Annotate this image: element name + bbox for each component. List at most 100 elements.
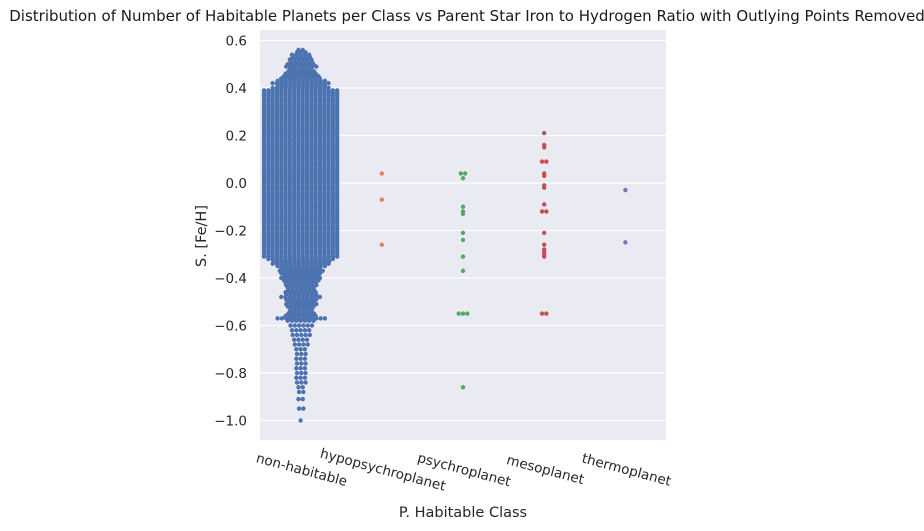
data-point bbox=[460, 254, 466, 259]
data-point bbox=[460, 230, 466, 236]
data-point bbox=[289, 328, 295, 333]
data-point bbox=[296, 342, 302, 347]
data-point bbox=[298, 356, 303, 361]
y-axis-label: S. [Fe/H] bbox=[194, 205, 210, 267]
data-point bbox=[261, 254, 267, 259]
data-point bbox=[294, 375, 299, 380]
data-point bbox=[298, 347, 303, 352]
data-point bbox=[465, 311, 470, 316]
data-point bbox=[294, 347, 299, 352]
data-point bbox=[285, 318, 290, 323]
data-point bbox=[460, 385, 466, 390]
data-point bbox=[314, 64, 319, 69]
data-point bbox=[301, 342, 306, 347]
data-point bbox=[284, 64, 289, 69]
data-point bbox=[294, 356, 299, 361]
data-point bbox=[299, 370, 304, 376]
data-point bbox=[307, 332, 313, 338]
data-point bbox=[288, 323, 293, 328]
data-point bbox=[334, 254, 340, 259]
y-tick-label: 0.4 bbox=[226, 81, 247, 97]
data-point bbox=[270, 81, 275, 86]
data-point bbox=[302, 318, 308, 323]
data-point bbox=[542, 130, 547, 136]
data-point bbox=[318, 316, 323, 321]
data-point bbox=[279, 316, 285, 321]
data-point bbox=[539, 311, 545, 316]
data-point bbox=[298, 318, 303, 323]
x-axis-label: P. Habitable Class bbox=[399, 505, 527, 521]
data-point bbox=[296, 385, 301, 390]
data-point bbox=[623, 240, 628, 245]
data-point bbox=[462, 171, 468, 176]
data-point bbox=[296, 406, 302, 411]
data-point bbox=[294, 361, 300, 366]
data-point bbox=[299, 332, 304, 338]
data-point bbox=[270, 261, 275, 266]
data-point bbox=[301, 323, 306, 328]
data-point bbox=[294, 351, 300, 357]
data-point bbox=[294, 366, 299, 371]
data-point bbox=[542, 185, 547, 190]
data-point bbox=[623, 187, 628, 193]
data-point bbox=[296, 389, 302, 395]
data-point bbox=[305, 323, 310, 328]
x-tick-label: thermoplanet bbox=[580, 451, 673, 490]
data-point bbox=[311, 318, 316, 323]
data-point bbox=[305, 342, 310, 347]
data-point bbox=[301, 406, 306, 411]
data-point bbox=[326, 81, 331, 86]
data-point bbox=[296, 396, 301, 402]
data-point bbox=[294, 370, 300, 376]
y-tick-labels: 0.6 0.4 0.2 0.0 −0.2 −0.4 −0.6 −0.8 −1.0 bbox=[214, 34, 247, 430]
data-point bbox=[291, 337, 297, 342]
data-point bbox=[544, 209, 549, 214]
data-point bbox=[299, 361, 304, 366]
y-tick-label: −0.8 bbox=[214, 366, 247, 382]
x-tick-labels: non-habitablehypopsychroplanetpsychropla… bbox=[254, 446, 672, 495]
data-point bbox=[266, 256, 271, 262]
data-point bbox=[294, 328, 299, 333]
data-point bbox=[299, 351, 304, 357]
data-point bbox=[460, 204, 466, 209]
data-point bbox=[307, 318, 312, 323]
y-tick-label: 0.6 bbox=[226, 34, 247, 50]
data-point bbox=[275, 316, 280, 321]
data-point bbox=[326, 261, 331, 266]
data-point bbox=[279, 294, 284, 300]
data-point bbox=[542, 242, 547, 247]
data-point bbox=[460, 176, 466, 181]
data-point bbox=[303, 380, 308, 385]
data-point bbox=[289, 318, 295, 323]
data-point bbox=[302, 375, 308, 380]
data-point bbox=[275, 263, 280, 269]
data-point bbox=[302, 366, 308, 371]
data-point bbox=[299, 380, 304, 385]
data-point bbox=[460, 268, 466, 274]
data-point bbox=[292, 323, 297, 328]
data-point bbox=[298, 418, 303, 423]
x-tick-label: mesoplanet bbox=[505, 452, 586, 488]
y-tick-label: 0.0 bbox=[226, 176, 247, 192]
data-point bbox=[458, 171, 464, 176]
data-point bbox=[302, 328, 308, 333]
data-point bbox=[303, 370, 308, 376]
data-point bbox=[294, 380, 300, 385]
data-point bbox=[298, 328, 303, 333]
data-point bbox=[330, 256, 336, 262]
chart-title: Distribution of Number of Habitable Plan… bbox=[9, 7, 924, 25]
data-point bbox=[294, 318, 299, 323]
data-point bbox=[317, 294, 323, 300]
data-point bbox=[539, 209, 545, 214]
data-point bbox=[302, 356, 308, 361]
data-point bbox=[379, 242, 384, 247]
data-point bbox=[539, 159, 545, 164]
data-point bbox=[379, 171, 384, 176]
data-point bbox=[542, 145, 547, 150]
y-tick-label: −0.2 bbox=[214, 224, 247, 240]
data-point bbox=[303, 332, 308, 338]
data-point bbox=[542, 230, 547, 236]
data-point bbox=[322, 263, 328, 269]
data-point bbox=[298, 366, 303, 371]
